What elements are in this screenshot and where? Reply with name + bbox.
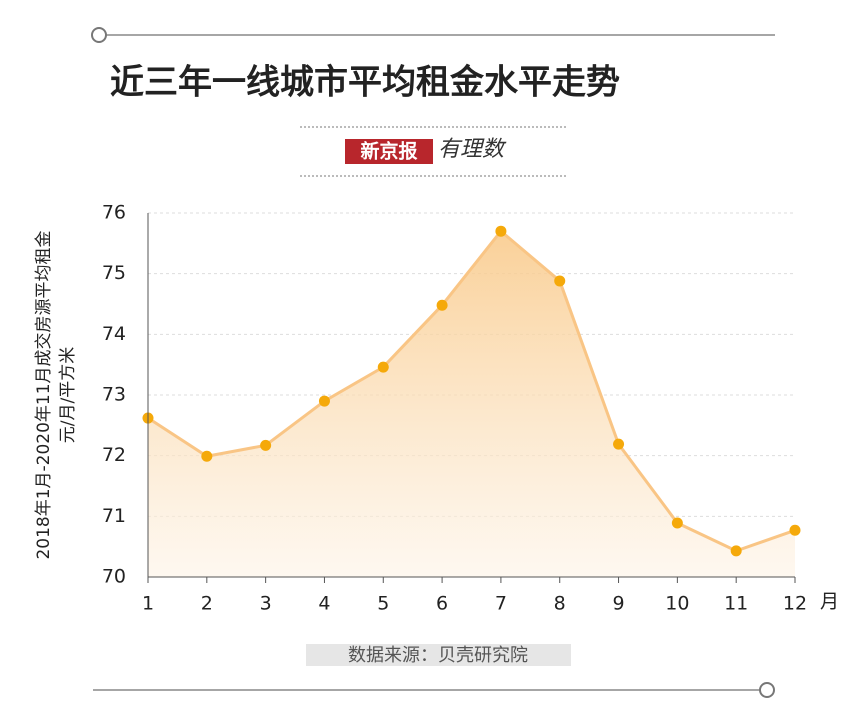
x-unit: 月: [820, 591, 839, 613]
x-tick-label: 9: [612, 593, 624, 615]
x-tick-label: 8: [554, 593, 566, 615]
x-tick-label: 3: [260, 593, 272, 615]
point: [436, 299, 448, 311]
x-tick-label: 10: [665, 593, 689, 615]
chart-title: 近三年一线城市平均租金水平走势: [110, 63, 620, 103]
point: [318, 395, 330, 407]
x-tick-label: 7: [495, 593, 507, 615]
source: 数据来源：贝壳研究院: [348, 645, 528, 666]
y-tick-label: 75: [102, 262, 126, 284]
logo-text: 有理数: [438, 137, 507, 162]
source-bg: [306, 644, 571, 666]
y-tick-label: 70: [102, 566, 126, 588]
x-tick-label: 6: [436, 593, 448, 615]
y-tick-label: 72: [102, 444, 126, 466]
decor-circle: [759, 682, 775, 698]
point: [377, 361, 389, 373]
point: [201, 450, 213, 462]
point: [789, 524, 801, 536]
point: [613, 438, 625, 450]
logo-box: [345, 139, 433, 164]
y-tick-label: 73: [102, 384, 126, 406]
x-tick-label: 4: [318, 593, 330, 615]
x-tick-label: 2: [201, 593, 213, 615]
point: [260, 439, 272, 451]
area: [148, 231, 795, 577]
y-tick-label: 71: [102, 505, 126, 527]
line: [147, 229, 796, 553]
decor-circle: [91, 27, 107, 43]
x-tick-label: 12: [783, 593, 807, 615]
y-tick-label: 76: [102, 202, 126, 224]
point: [554, 275, 566, 287]
y-tick-label: 74: [102, 323, 126, 345]
point: [495, 225, 507, 237]
point: [730, 545, 742, 557]
y-axis-label: 2018年1月-2020年11月成交房源平均租金: [34, 230, 54, 559]
x-tick-label: 11: [724, 593, 748, 615]
x-tick-label: 5: [377, 593, 389, 615]
x-tick-label: 1: [142, 593, 154, 615]
point: [671, 517, 683, 529]
y-axis-label: 元/月/平方米: [58, 347, 78, 443]
logo-text: 新京报: [360, 140, 417, 163]
